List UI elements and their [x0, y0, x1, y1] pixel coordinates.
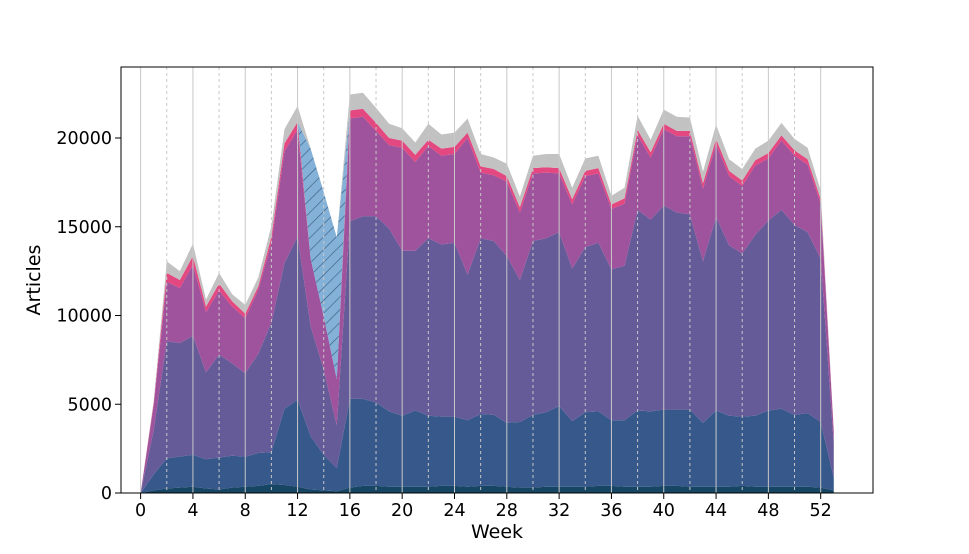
series-areas: [140, 92, 834, 494]
x-tick-label: 4: [187, 501, 198, 521]
x-axis-ticks: 0 4 8 12 16 20 24 28 32 36 40 44 48 52: [135, 493, 832, 521]
y-tick-label: 0: [101, 484, 112, 504]
x-tick-label: 40: [653, 501, 675, 521]
y-tick-label: 20000: [56, 129, 112, 149]
x-tick-label: 48: [757, 501, 779, 521]
x-tick-label: 0: [135, 501, 146, 521]
x-tick-label: 20: [391, 501, 413, 521]
x-tick-label: 12: [286, 501, 308, 521]
series-area-1: [140, 398, 834, 493]
x-tick-label: 44: [705, 501, 727, 521]
series-hatch-5: [140, 108, 834, 494]
y-tick-label: 10000: [56, 307, 112, 327]
series-area-2: [140, 205, 834, 493]
x-tick-label: 52: [810, 501, 832, 521]
x-tick-label: 36: [600, 501, 622, 521]
y-axis-ticks: 0 5000 10000 15000 20000: [56, 129, 121, 504]
series-area-3: [140, 116, 834, 493]
x-tick-label: 32: [548, 501, 570, 521]
x-tick-label: 8: [240, 501, 251, 521]
y-tick-label: 15000: [56, 218, 112, 238]
x-tick-label: 28: [496, 501, 518, 521]
x-gridlines: [140, 67, 822, 493]
y-axis-title: Articles: [23, 245, 45, 316]
x-tick-label: 16: [339, 501, 361, 521]
y-tick-label: 5000: [67, 395, 112, 415]
plot-frame: [120, 66, 874, 494]
x-tick-label: 24: [443, 501, 465, 521]
x-axis-title: Week: [471, 521, 523, 543]
series-area-0: [140, 484, 834, 493]
